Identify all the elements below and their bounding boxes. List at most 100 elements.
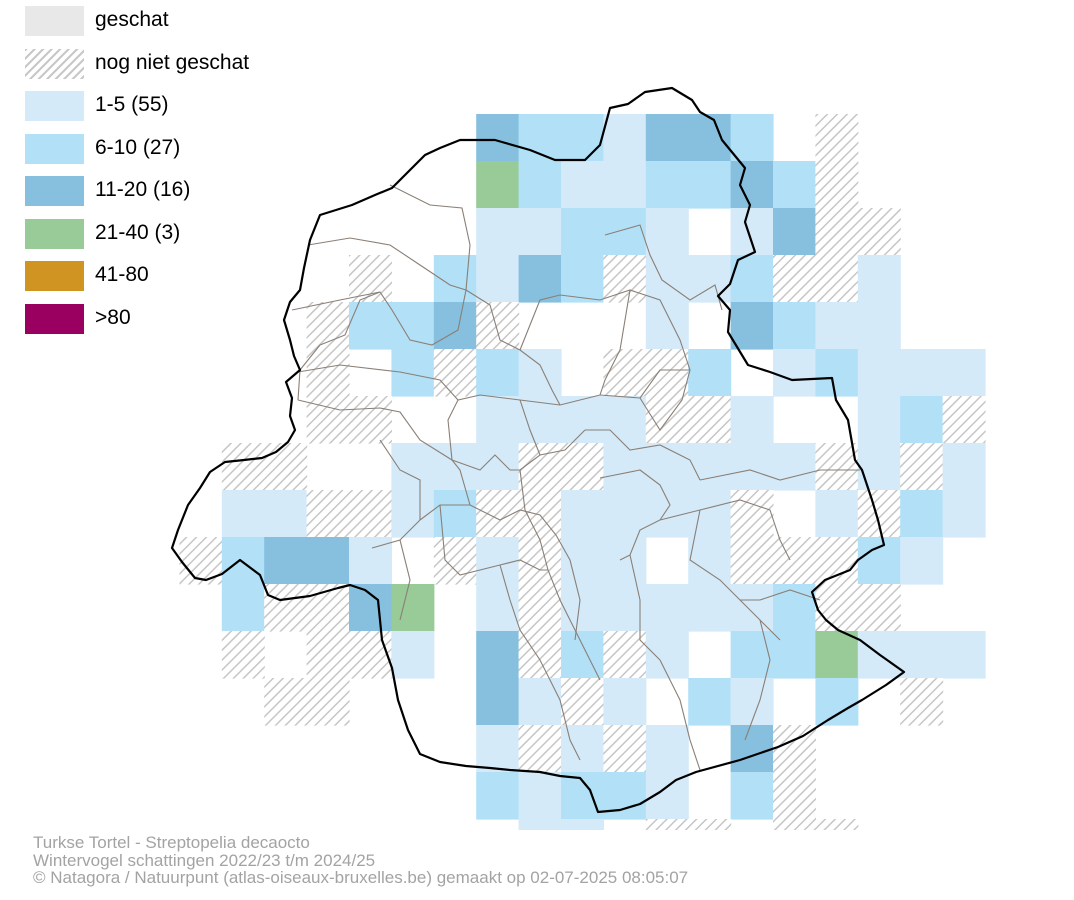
grid-cell-class-1 <box>645 490 689 538</box>
grid-cell-class-1 <box>645 443 689 491</box>
grid-cell-class-3 <box>773 208 816 256</box>
grid-cell-class-2 <box>561 255 604 303</box>
grid-cell-not-estimated <box>815 161 859 209</box>
grid-cell-class-1 <box>857 255 901 303</box>
grid-cell-class-2 <box>391 302 435 350</box>
grid-cell-not-estimated <box>773 255 816 303</box>
municipality-boundaries <box>291 184 860 771</box>
grid-cell-not-estimated <box>773 819 816 830</box>
grid-cell-class-4 <box>815 631 859 679</box>
region-outline <box>170 86 906 814</box>
grid-cell-class-1 <box>730 443 774 491</box>
species-caption: Turkse Tortel - Streptopelia decaocto <box>33 833 310 852</box>
grid-cell-not-estimated <box>221 631 265 679</box>
grid-cell-not-estimated <box>518 490 562 538</box>
grid-cell-class-2 <box>603 208 647 256</box>
grid-cell-class-3 <box>730 725 774 773</box>
legend-swatch-over-80 <box>25 303 84 334</box>
grid-cell-not-estimated <box>815 537 859 585</box>
legend-label: nog niet geschat <box>95 50 250 74</box>
grid-cell-class-2 <box>857 537 901 585</box>
grid-cell-class-1 <box>688 537 732 585</box>
grid-cell-not-estimated <box>476 302 520 350</box>
grid-cell-not-estimated <box>561 443 604 491</box>
grid-cell-class-3 <box>688 114 732 162</box>
grid-cell-class-3 <box>645 114 689 162</box>
grid-cell-class-2 <box>688 161 732 209</box>
grid-cell-not-estimated <box>349 631 392 679</box>
grid-cell-not-estimated <box>349 490 392 538</box>
grid-cell-not-estimated <box>306 490 350 538</box>
legend-label: 41-80 <box>95 263 149 286</box>
legend-swatch-41-80 <box>25 261 84 291</box>
legend-label: 11-20 (16) <box>95 178 191 201</box>
legend-label: geschat <box>95 8 169 31</box>
grid-cell-not-estimated <box>306 678 350 726</box>
grid-cell-not-estimated <box>815 584 859 632</box>
grid-cell-class-1 <box>561 819 604 830</box>
grid-cell-class-2 <box>221 584 265 632</box>
grid-cell-not-estimated <box>900 443 944 491</box>
grid-cell-not-estimated <box>306 631 350 679</box>
grid-cell-not-estimated <box>773 537 816 585</box>
grid-cell-class-1 <box>815 490 859 538</box>
grid-cell-not-estimated <box>179 537 223 585</box>
grid-cell-class-1 <box>730 208 774 256</box>
grid-cell-class-4 <box>391 584 435 632</box>
grid-cell-class-2 <box>900 490 944 538</box>
grid-cell-not-estimated <box>815 819 859 830</box>
grid-cell-class-1 <box>518 349 562 397</box>
grid-cell-class-1 <box>391 490 435 538</box>
grid-cell-not-estimated <box>306 302 350 350</box>
grid-cell-class-1 <box>645 631 689 679</box>
grid-cell-not-estimated <box>730 537 774 585</box>
grid-cell-not-estimated <box>603 349 647 397</box>
grid-cell-not-estimated <box>603 255 647 303</box>
grid-cell-class-1 <box>857 349 901 397</box>
grid-cell-not-estimated <box>645 349 689 397</box>
grid-cell-not-estimated <box>815 443 859 491</box>
grid-cell-class-2 <box>518 161 562 209</box>
grid-cell-class-1 <box>942 490 986 538</box>
grid-cell-class-3 <box>518 255 562 303</box>
grid-cell-class-3 <box>349 584 392 632</box>
grid-cell-not-estimated <box>561 678 604 726</box>
grid-cell-class-1 <box>900 349 944 397</box>
grid-cell-not-estimated <box>688 819 732 830</box>
grid-cell-class-2 <box>773 161 816 209</box>
grid-cell-class-1 <box>730 584 774 632</box>
grid-cell-class-3 <box>264 537 308 585</box>
legend-label: >80 <box>95 305 131 329</box>
grid-cell-class-2 <box>815 678 859 726</box>
grid-cell-class-2 <box>773 631 816 679</box>
grid-cell-not-estimated <box>603 631 647 679</box>
grid-cell-class-2 <box>561 208 604 256</box>
grid-cell-class-3 <box>476 631 520 679</box>
grid-cell-class-2 <box>730 772 774 820</box>
grid-cell-not-estimated <box>773 772 816 820</box>
grid-cell-class-1 <box>603 114 647 162</box>
grid-cell-class-1 <box>645 255 689 303</box>
grid-cell-not-estimated <box>518 443 562 491</box>
grid-cell-class-1 <box>730 678 774 726</box>
grid-cell-class-1 <box>645 208 689 256</box>
grid-cell-class-1 <box>603 396 647 444</box>
legend-swatch-not-estimated <box>25 48 84 79</box>
grid-cell-class-2 <box>603 772 647 820</box>
grid-cell-class-1 <box>603 490 647 538</box>
grid-cell-class-2 <box>900 396 944 444</box>
grid-cell-not-estimated <box>603 725 647 773</box>
grid-cell-class-1 <box>561 537 604 585</box>
map-footer: Turkse Tortel - Streptopelia decaocto Wi… <box>33 834 688 887</box>
legend-swatch-estimated <box>25 6 84 36</box>
grid-cell-class-3 <box>730 302 774 350</box>
legend-swatch-6-10 <box>25 133 84 164</box>
grid-cell-not-estimated <box>900 678 944 726</box>
grid-cell-class-2 <box>730 631 774 679</box>
grid-cell-class-2 <box>476 349 520 397</box>
grid-cell-class-1 <box>942 631 986 679</box>
grid-cell-class-1 <box>857 443 901 491</box>
grid-cell-class-1 <box>603 443 647 491</box>
grid-cell-not-estimated <box>264 443 308 491</box>
period-caption: Wintervogel schattingen 2022/23 t/m 2024… <box>33 850 376 870</box>
